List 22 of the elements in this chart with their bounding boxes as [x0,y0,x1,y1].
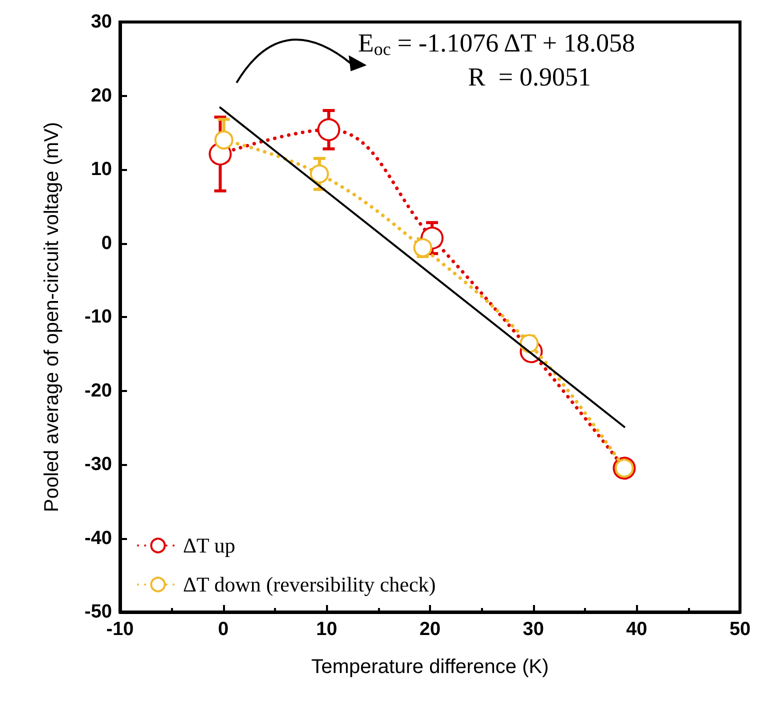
x-axis-title: Temperature difference (K) [311,656,549,678]
y-axis-title: Pooled average of open-circuit voltage (mV) [41,122,63,512]
point [317,118,340,142]
y-tick-label: -30 [84,454,112,475]
y-tick-label: 30 [90,12,112,32]
x-tick-label: 10 [316,619,338,640]
x-tick-label: 30 [522,619,544,640]
y-tick-label: 0 [101,232,112,254]
legend-label: ΔT down (reversibility check) [183,572,436,596]
x-tick-label: 40 [626,619,648,640]
point [214,130,234,150]
y-tick-label: -20 [84,380,112,402]
y-tick-label: -40 [84,528,112,549]
y-tick-label: -10 [84,306,112,328]
y-tick-label: 10 [90,159,112,180]
x-tick-label: 20 [419,619,441,640]
y-tick-label: 20 [90,85,112,106]
point [310,164,329,184]
legend-label: ΔT up [183,534,236,558]
annotation: R = 0.9051 [468,62,592,92]
x-tick-label: 50 [729,619,751,640]
x-tick-label: 0 [218,619,229,640]
